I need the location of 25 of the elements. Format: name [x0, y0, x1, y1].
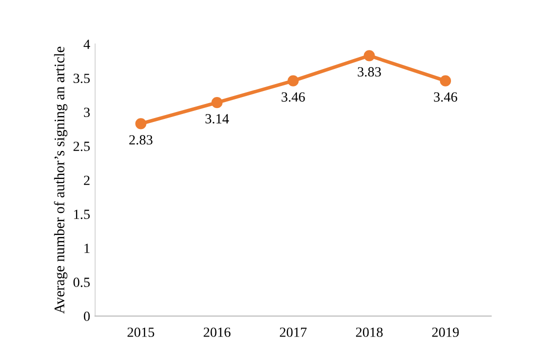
data-label: 3.46 — [434, 92, 458, 102]
point — [440, 75, 452, 86]
y-tick-label: 0.5 — [73, 278, 90, 288]
y-tick-label: 2.5 — [74, 142, 90, 152]
x-tick-label: 2016 — [204, 328, 230, 337]
x-tick-label: 2018 — [356, 328, 383, 337]
x-tick-label: 2019 — [432, 328, 459, 337]
y-tick-label: 4 — [84, 40, 90, 49]
y-tick-label: 1.5 — [74, 210, 90, 220]
data-label: 3.46 — [282, 92, 305, 102]
y-tick-label: 2 — [84, 176, 90, 185]
y-tick-label: 3.5 — [74, 74, 90, 84]
data-label: 3.83 — [358, 67, 381, 77]
y-tick-label: 1 — [84, 244, 90, 253]
y-axis-title: Average number of author’s signing an article — [54, 46, 68, 314]
data-label: 3.14 — [206, 114, 229, 124]
y-tick-label: 3 — [84, 108, 90, 118]
point — [211, 97, 223, 108]
data-label: 2.83 — [129, 135, 152, 145]
point — [135, 118, 146, 130]
x-tick-label: 2015 — [128, 328, 154, 337]
x-tick-label: 2017 — [280, 328, 307, 337]
point — [364, 50, 375, 62]
point — [288, 75, 299, 86]
y-tick-label: 0 — [84, 312, 90, 322]
